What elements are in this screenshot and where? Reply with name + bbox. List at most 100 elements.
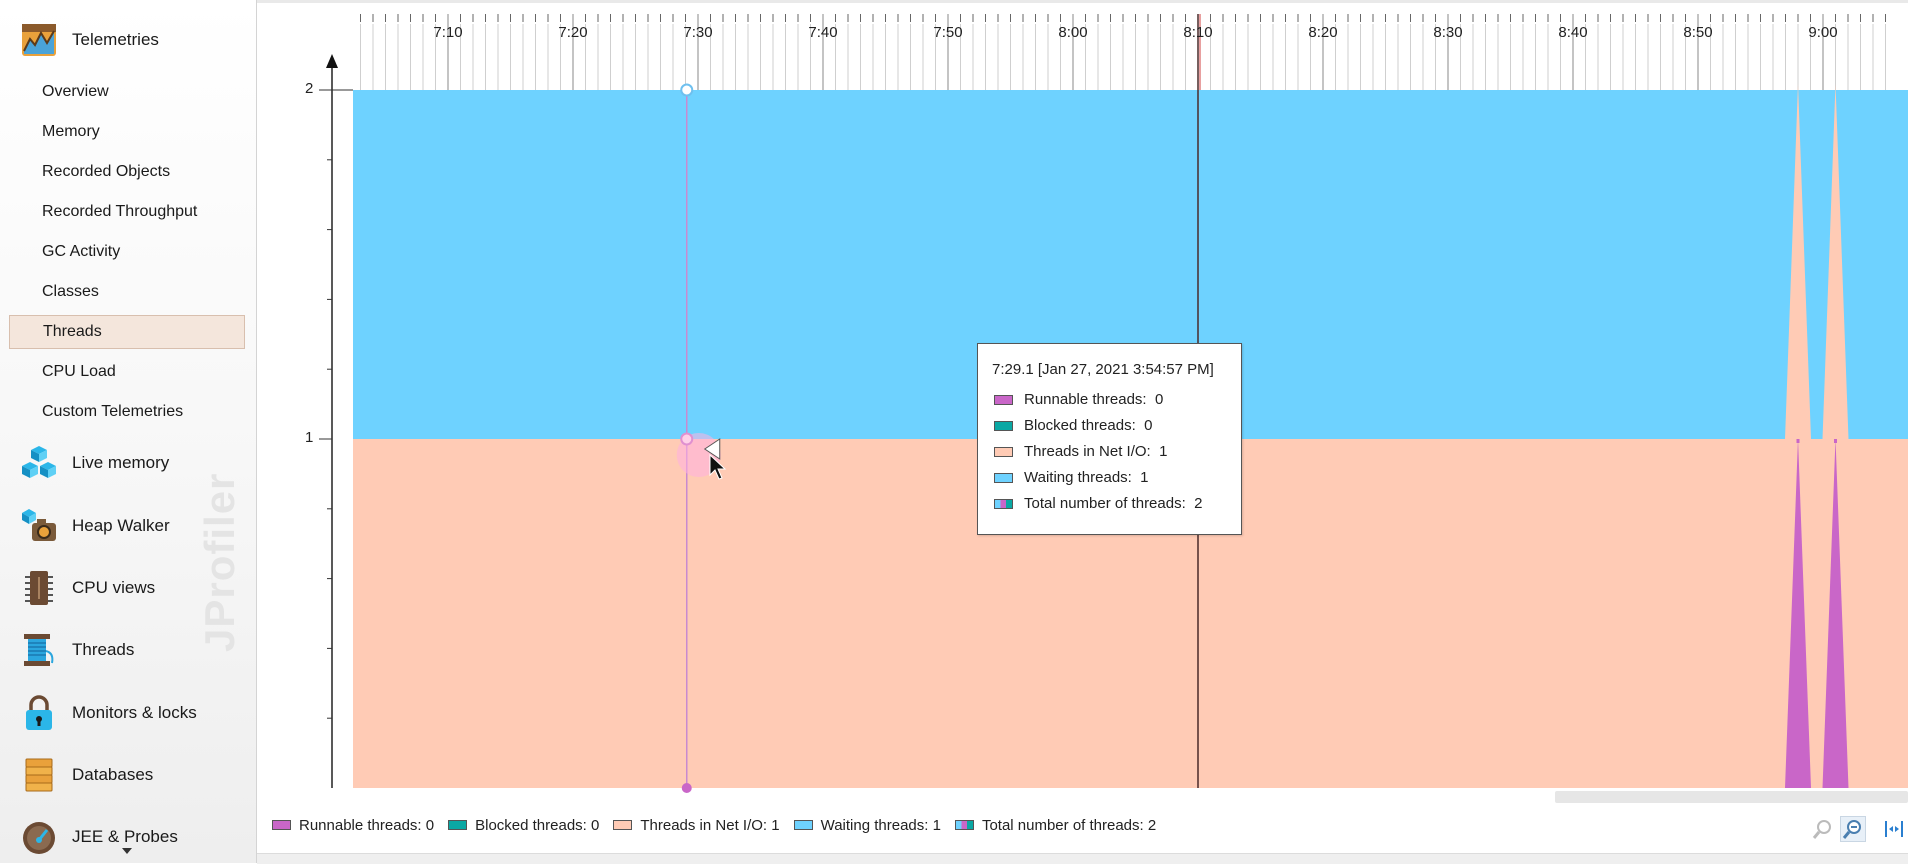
- sidebar-item-memory[interactable]: Memory: [9, 115, 245, 149]
- sidebar-category-label: Live memory: [72, 453, 170, 472]
- fit-width-button[interactable]: [1880, 816, 1908, 842]
- jprofiler-watermark: JProfiler: [196, 472, 243, 652]
- tooltip-row-label: Threads in Net I/O:: [1024, 443, 1151, 460]
- sidebar-category-threads[interactable]: Threads: [20, 626, 256, 674]
- zoom-out-button[interactable]: [1840, 816, 1866, 842]
- spike-cap-1: [1834, 439, 1837, 443]
- waiting-swatch-icon: [793, 820, 813, 830]
- sidebar-item-label: Classes: [42, 283, 99, 300]
- fit-width-icon: [1885, 821, 1903, 837]
- time-tick-label: 7:40: [808, 24, 838, 41]
- scroll-down-arrow-icon[interactable]: [122, 848, 132, 854]
- tooltip-row-label: Runnable threads:: [1024, 391, 1147, 408]
- sidebar-category-databases[interactable]: Databases: [20, 751, 256, 799]
- y-tick-label: 1: [305, 429, 314, 446]
- sidebar-item-gc-activity[interactable]: GC Activity: [9, 235, 245, 269]
- legend-item-waiting: Waiting threads: 1: [793, 816, 941, 834]
- tooltip-row-waiting: Waiting threads: 1: [994, 469, 1149, 486]
- net-io-swatch-icon: [613, 820, 633, 830]
- blocked-swatch-icon: [448, 820, 468, 830]
- tooltip-row-value: 2: [1194, 495, 1203, 512]
- zoom-in-button[interactable]: [1810, 816, 1836, 842]
- legend-item-net-io: Threads in Net I/O: 1: [613, 817, 780, 834]
- sidebar-category-jee-probes[interactable]: JEE & Probes: [20, 813, 256, 861]
- sidebar-category-cpu-views[interactable]: CPU views: [20, 564, 256, 612]
- tooltip-row-value: 1: [1159, 443, 1168, 460]
- spike-runnable-0: [1785, 439, 1811, 788]
- time-tick-label: 9:00: [1808, 24, 1838, 41]
- blocked-swatch-icon: [994, 420, 1013, 431]
- sidebar-category-label: Heap Walker: [72, 516, 170, 535]
- spike-cap-0: [1796, 439, 1800, 443]
- sidebar-category-label: Monitors & locks: [72, 703, 197, 722]
- cursor-point-bottom: [681, 783, 692, 793]
- tooltip-title: 7:29.1 [Jan 27, 2021 3:54:57 PM]: [992, 361, 1214, 378]
- sidebar-item-label: Recorded Throughput: [42, 203, 198, 220]
- sidebar-item-threads[interactable]: Threads: [9, 315, 245, 349]
- time-tick-label: 7:20: [558, 24, 588, 41]
- sidebar-item-label: Recorded Objects: [42, 163, 171, 180]
- sidebar-item-label: Overview: [42, 83, 109, 100]
- y-axis-arrow: [326, 54, 338, 68]
- tooltip-row-label: Waiting threads:: [1024, 469, 1132, 486]
- horizontal-scrollbar[interactable]: [1555, 791, 1908, 803]
- total-swatch-icon: [954, 820, 974, 830]
- tooltip-row-net-io: Threads in Net I/O: 1: [994, 443, 1167, 460]
- tooltip-row-value: 0: [1144, 417, 1153, 434]
- legend-label: Waiting threads: 1: [820, 816, 941, 834]
- sidebar-category-heap-walker[interactable]: Heap Walker: [20, 502, 256, 550]
- sidebar-item-label: Custom Telemetries: [42, 403, 184, 420]
- heap-walker-icon: [22, 509, 56, 541]
- sidebar-item-custom-telemetries[interactable]: Custom Telemetries: [9, 395, 245, 429]
- spike-net-io-0: [1785, 84, 1811, 439]
- zoom-out-icon: [1842, 820, 1861, 839]
- legend-label: Blocked threads: 0: [475, 816, 600, 834]
- time-tick-label: 7:50: [933, 24, 963, 41]
- sidebar-category-telemetries[interactable]: Telemetries: [20, 16, 256, 64]
- sidebar-item-label: CPU Load: [42, 363, 116, 380]
- sidebar-category-label: JEE & Probes: [72, 827, 178, 846]
- net-io-swatch-icon: [994, 446, 1013, 457]
- chart-legend: Runnable threads: 0 Blocked threads: 0 T…: [272, 815, 1170, 835]
- tooltip-pointer: [703, 438, 721, 460]
- sidebar-item-cpu-load[interactable]: CPU Load: [9, 355, 245, 389]
- sidebar: Telemetries Overview Memory Recorded Obj…: [0, 0, 257, 863]
- spike-net-io-1: [1822, 84, 1849, 439]
- sidebar-category-label: Threads: [72, 640, 135, 659]
- telemetries-icon: [22, 24, 56, 56]
- sidebar-item-recorded-throughput[interactable]: Recorded Throughput: [9, 195, 245, 229]
- lock-icon: [26, 695, 52, 730]
- sidebar-category-label: Telemetries: [72, 30, 159, 49]
- time-tick-label: 7:10: [433, 24, 463, 41]
- sidebar-category-live-memory[interactable]: Live memory: [20, 439, 256, 487]
- threads-telemetry-panel: 7:10 7:20 7:30 7:40 7:50 8:00 8:10 8:20 8:30 8:40…: [257, 0, 1908, 864]
- gauge-icon: [23, 822, 55, 854]
- sidebar-item-recorded-objects[interactable]: Recorded Objects: [9, 155, 245, 189]
- live-memory-icon: [22, 446, 56, 478]
- time-tick-label: 8:30: [1433, 24, 1463, 41]
- sidebar-item-classes[interactable]: Classes: [9, 275, 245, 309]
- tooltip-row-value: 1: [1140, 469, 1149, 486]
- sidebar-item-overview[interactable]: Overview: [9, 75, 245, 109]
- activity-spikes: [1785, 84, 1849, 788]
- y-tick-label: 2: [305, 80, 314, 97]
- legend-item-blocked: Blocked threads: 0: [448, 817, 599, 834]
- tooltip-row-label: Total number of threads:: [1024, 495, 1186, 512]
- sidebar-item-label: Memory: [42, 123, 100, 140]
- sidebar-category-label: CPU views: [72, 578, 156, 597]
- runnable-swatch-icon: [272, 820, 291, 830]
- sidebar-item-label: GC Activity: [42, 243, 121, 260]
- cursor-point-top: [680, 83, 694, 97]
- spike-runnable-1: [1822, 439, 1849, 788]
- threads-spool-icon: [24, 634, 54, 666]
- time-axis-ticks: [360, 14, 1886, 90]
- mouse-cursor-icon: [709, 454, 727, 480]
- cursor-point-mid: [680, 432, 694, 446]
- sidebar-category-monitors-locks[interactable]: Monitors & locks: [20, 689, 256, 737]
- sidebar-category-label: Databases: [72, 765, 154, 784]
- tooltip-row-runnable: Runnable threads: 0: [994, 391, 1163, 408]
- time-tick-label: 8:20: [1308, 24, 1338, 41]
- time-tick-label: 8:40: [1558, 24, 1588, 41]
- tooltip-row-total: Total number of threads: 2: [994, 495, 1202, 512]
- status-bar: [257, 853, 1908, 864]
